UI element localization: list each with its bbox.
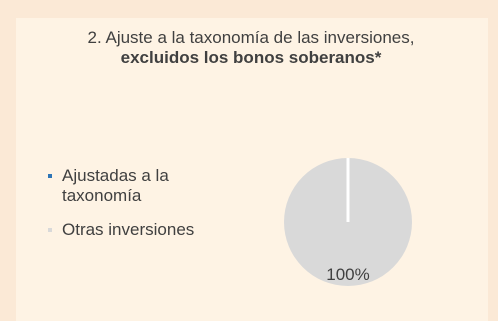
legend-label-other: Otras inversiones xyxy=(62,220,195,239)
legend-label-aligned: Ajustadas a la taxonomía xyxy=(62,166,169,205)
chart-legend: Ajustadas a la taxonomía Otras inversion… xyxy=(48,166,248,240)
chart-panel: 2. Ajuste a la taxonomía de las inversio… xyxy=(16,18,488,321)
legend-marker-other xyxy=(48,228,52,232)
data-label-other: 100% xyxy=(326,265,369,284)
chart-title-regular: 2. Ajuste a la taxonomía de las inversio… xyxy=(87,28,415,47)
chart-title-bold: excluidos los bonos soberanos* xyxy=(120,48,382,67)
legend-item-other: Otras inversiones xyxy=(48,220,248,240)
legend-item-aligned: Ajustadas a la taxonomía xyxy=(48,166,248,206)
pie-chart: 100% xyxy=(284,158,412,286)
chart-title: 2. Ajuste a la taxonomía de las inversio… xyxy=(56,28,446,68)
legend-marker-aligned xyxy=(48,174,52,178)
